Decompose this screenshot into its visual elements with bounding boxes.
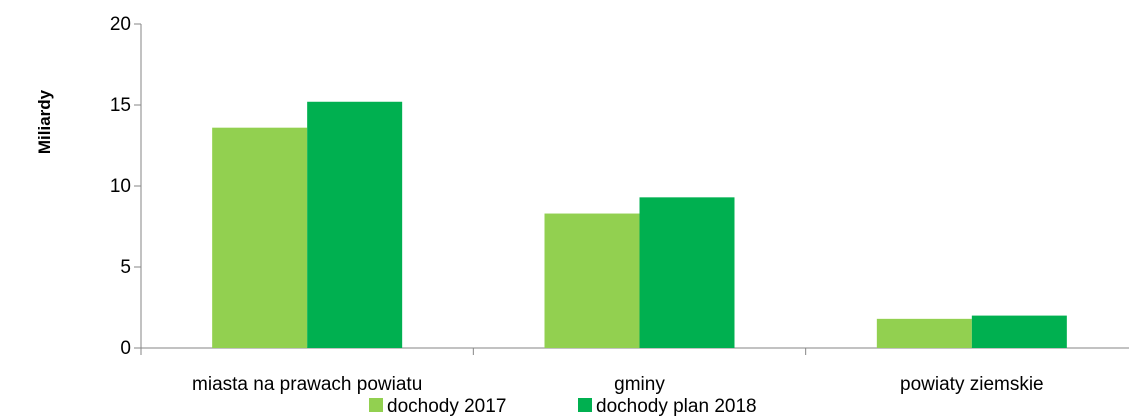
bar xyxy=(307,101,403,348)
legend-label: dochody plan 2018 xyxy=(596,396,757,416)
x-tick-label: powiaty ziemskie xyxy=(900,374,1044,395)
y-axis-label: Miliardy xyxy=(35,89,54,154)
y-tick-label: 20 xyxy=(110,14,131,35)
x-tick-label: gminy xyxy=(614,374,665,395)
y-axis: 0 5 10 15 20 xyxy=(110,14,142,359)
y-tick-label: 10 xyxy=(110,176,131,197)
bar xyxy=(212,127,308,349)
x-axis: miasta na prawach powiatu gminy powiaty zi… xyxy=(140,347,1129,395)
bar xyxy=(639,197,735,348)
y-tick-label: 5 xyxy=(120,257,131,278)
bars xyxy=(212,101,1067,349)
bar xyxy=(971,315,1067,348)
y-tick-label: 0 xyxy=(120,338,131,359)
legend-swatch xyxy=(578,398,592,412)
y-tick-label: 15 xyxy=(110,95,131,116)
legend: dochody 2017 dochody plan 2018 xyxy=(369,396,757,416)
x-tick-label: miasta na prawach powiatu xyxy=(192,374,422,395)
legend-swatch xyxy=(369,398,383,412)
bar xyxy=(876,318,972,348)
bar xyxy=(544,213,640,348)
legend-label: dochody 2017 xyxy=(387,396,506,416)
